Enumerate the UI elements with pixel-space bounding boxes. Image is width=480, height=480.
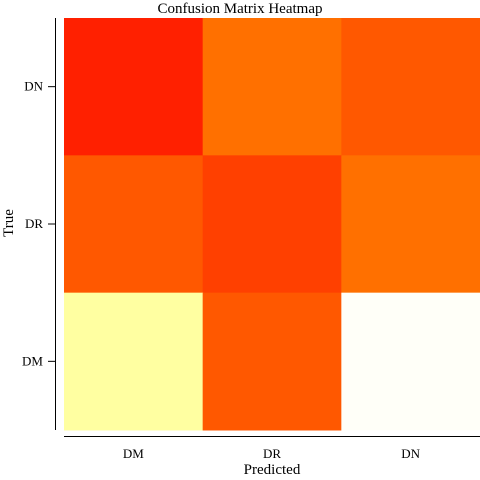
x-axis-label: Predicted xyxy=(244,462,301,478)
heatmap-cells xyxy=(64,18,480,431)
heatmap-cell-dm-dr xyxy=(202,292,342,431)
heatmap-cell-dn-dr xyxy=(202,18,342,156)
heatmap-cell-dm-dn xyxy=(341,292,480,431)
x-tick-label: DR xyxy=(263,446,281,461)
y-tick-label: DM xyxy=(22,353,43,368)
x-tick-label: DN xyxy=(401,446,420,461)
heatmap-cell-dm-dm xyxy=(64,292,204,431)
heatmap-cell-dr-dr xyxy=(202,155,342,294)
x-tick-label: DM xyxy=(123,446,144,461)
y-tick-label: DR xyxy=(25,216,43,231)
y-axis-ticks: DM DR DN xyxy=(22,79,56,368)
y-tick-label: DN xyxy=(24,79,43,94)
heatmap-cell-dr-dn xyxy=(341,155,480,294)
heatmap-cell-dn-dm xyxy=(64,18,204,156)
chart-title: Confusion Matrix Heatmap xyxy=(158,1,323,17)
heatmap-cell-dr-dm xyxy=(64,155,204,294)
x-axis-ticks: DM DR DN xyxy=(123,446,421,461)
y-axis-label: True xyxy=(1,209,17,237)
heatmap-cell-dn-dn xyxy=(341,18,480,156)
